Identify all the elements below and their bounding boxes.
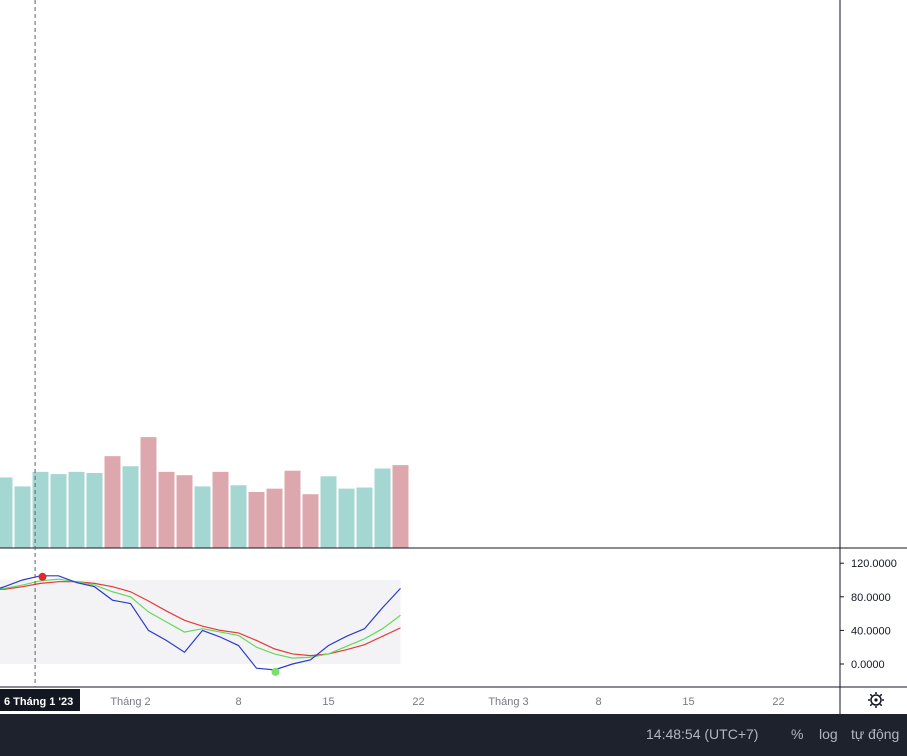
overbought-marker: [38, 572, 47, 581]
volume-bar: [356, 487, 373, 548]
time-tick-label: 22: [412, 696, 424, 708]
volume-bar: [86, 472, 103, 548]
oscillator-fast-line: [0, 575, 401, 671]
volume-bar: [104, 456, 121, 548]
volume-bar: [230, 485, 247, 548]
oscillator-tick-label: 40.0000: [851, 625, 891, 637]
oscillator-tick-label: 80.0000: [851, 592, 891, 604]
volume-bar: [266, 488, 283, 548]
volume-bar: [248, 492, 265, 548]
volume-bar: [0, 477, 13, 548]
time-tick-label: Tháng 3: [488, 696, 528, 708]
settings-gear-icon[interactable]: [868, 692, 884, 708]
oversold-marker: [271, 667, 280, 676]
auto-scale-toggle[interactable]: tự động: [851, 726, 900, 742]
volume-bar: [176, 475, 193, 548]
volume-bar: [284, 470, 301, 548]
log-scale-toggle[interactable]: log: [819, 726, 838, 742]
clock-time: 14:48:54 (UTC+7): [646, 726, 759, 742]
time-tick-label: 8: [595, 696, 601, 708]
time-tick-label: Tháng 2: [110, 696, 150, 708]
time-tick-label: 15: [322, 696, 334, 708]
volume-bar: [194, 486, 211, 548]
volume-bar: [50, 474, 67, 548]
volume-bar: [374, 468, 391, 548]
volume-bar: [320, 476, 337, 548]
percent-scale-toggle[interactable]: %: [791, 726, 804, 742]
time-tick-label: 15: [682, 696, 694, 708]
volume-bar: [158, 471, 175, 548]
volume-bar: [302, 494, 319, 548]
volume-bar: [212, 471, 229, 548]
volume-bar: [392, 465, 409, 548]
oscillator-tick-label: 0.0000: [851, 659, 885, 671]
oscillator-tick-label: 120.0000: [851, 558, 897, 570]
oscillator-band: [0, 580, 401, 664]
volume-bar: [14, 486, 31, 548]
volume-bar: [68, 471, 85, 548]
price-chart[interactable]: 1140.001120.001100.001080.001060.001040.…: [0, 0, 907, 714]
time-tick-label: 22: [772, 696, 784, 708]
oscillator-slow-line: [0, 578, 401, 659]
volume-bar: [140, 437, 157, 548]
time-tick-label: 8: [235, 696, 241, 708]
volume-bar: [122, 466, 139, 548]
crosshair-date-label: 6 Tháng 1 '23: [4, 696, 73, 708]
volume-bar: [32, 471, 49, 548]
volume-bar: [338, 488, 355, 548]
status-bar: 14:48:54 (UTC+7) % log tự động: [0, 714, 907, 756]
crosshair-date-badge: [0, 689, 80, 711]
